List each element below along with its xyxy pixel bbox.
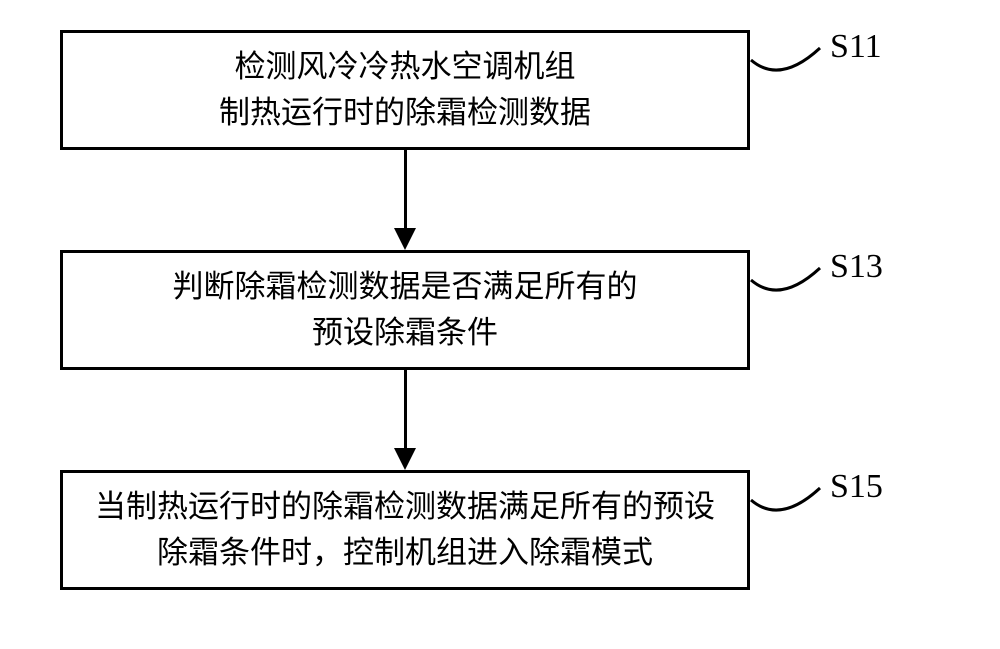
flow-arrow-line-0 — [404, 150, 407, 228]
flow-step-s13-line-1: 预设除霜条件 — [312, 310, 498, 356]
flow-step-s13-line-0: 判断除霜检测数据是否满足所有的 — [173, 264, 638, 310]
flow-step-label-s13: S13 — [830, 248, 883, 286]
flow-arrow-head-1 — [394, 448, 416, 470]
flow-step-s15: 当制热运行时的除霜检测数据满足所有的预设除霜条件时，控制机组进入除霜模式 — [60, 470, 750, 590]
flow-step-s13: 判断除霜检测数据是否满足所有的预设除霜条件 — [60, 250, 750, 370]
flowchart-canvas: 检测风冷冷热水空调机组制热运行时的除霜检测数据 S11 判断除霜检测数据是否满足所有… — [0, 0, 1000, 649]
flow-step-label-s11: S11 — [830, 28, 882, 66]
flow-arrow-head-0 — [394, 228, 416, 250]
label-bracket-s13 — [746, 263, 825, 310]
flow-step-s11-line-0: 检测风冷冷热水空调机组 — [235, 44, 576, 90]
flow-step-s15-line-0: 当制热运行时的除霜检测数据满足所有的预设 — [95, 484, 715, 530]
flow-step-label-s15: S15 — [830, 468, 883, 506]
flow-step-s15-line-1: 除霜条件时，控制机组进入除霜模式 — [157, 530, 653, 576]
label-bracket-s15 — [746, 483, 825, 530]
flow-step-s11-line-1: 制热运行时的除霜检测数据 — [219, 90, 591, 136]
flow-arrow-line-1 — [404, 370, 407, 448]
flow-step-s11: 检测风冷冷热水空调机组制热运行时的除霜检测数据 — [60, 30, 750, 150]
label-bracket-s11 — [746, 43, 825, 90]
